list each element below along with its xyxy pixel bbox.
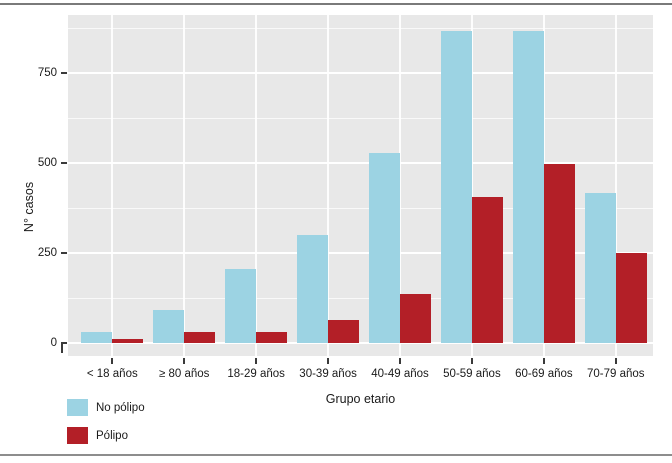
legend-item: No pólipo — [67, 399, 187, 417]
x-tick-label: 50-59 años — [443, 368, 501, 380]
major-gridline — [68, 342, 653, 344]
y-tick-label: 250 — [37, 247, 57, 259]
vertical-gridline — [183, 15, 186, 356]
bar-polipo — [256, 331, 288, 343]
y-tick-label: 0 — [50, 337, 57, 349]
minor-gridline — [68, 207, 653, 209]
x-tick-label: 40-49 años — [371, 368, 429, 380]
legend-swatch-polipo — [67, 427, 88, 444]
y-tick-mark — [61, 72, 67, 74]
major-gridline — [68, 252, 653, 254]
bar-polipo — [471, 196, 503, 343]
major-gridline — [68, 72, 653, 74]
minor-gridline — [68, 297, 653, 299]
x-axis-title: Grupo etario — [325, 392, 396, 406]
x-tick-mark — [614, 358, 617, 364]
x-tick-label: ≥ 80 años — [159, 368, 210, 380]
legend-item: Pólipo — [67, 427, 187, 445]
bar-no-polipo — [584, 192, 616, 343]
y-axis-title: N° casos — [22, 181, 36, 233]
x-tick-mark — [327, 358, 330, 364]
bar-no-polipo — [297, 235, 329, 343]
y-tick-mark — [61, 162, 67, 164]
vertical-gridline — [470, 15, 473, 356]
y-tick-label: 750 — [37, 67, 57, 79]
bottom-border-rule — [0, 454, 672, 456]
minor-gridline — [68, 27, 653, 29]
legend-swatch-no-polipo — [67, 399, 88, 416]
bar-no-polipo — [225, 269, 257, 343]
bar-polipo — [400, 293, 432, 343]
major-gridline — [68, 162, 653, 164]
x-tick-mark — [255, 358, 258, 364]
x-tick-mark — [399, 358, 402, 364]
bar-polipo — [543, 163, 575, 343]
x-tick-label: < 18 años — [86, 368, 138, 380]
bar-polipo — [615, 253, 647, 343]
bar-polipo — [184, 331, 216, 343]
bar-no-polipo — [440, 31, 472, 343]
bar-no-polipo — [512, 31, 544, 343]
y-axis-zero-corner — [61, 343, 63, 353]
vertical-gridline — [399, 15, 402, 356]
x-tick-mark — [111, 358, 114, 364]
minor-gridline — [68, 117, 653, 119]
x-tick-mark — [470, 358, 473, 364]
x-tick-label: 30-39 años — [299, 368, 357, 380]
legend-label: Pólipo — [96, 430, 128, 442]
x-tick-label: 18-29 años — [227, 368, 285, 380]
vertical-gridline — [614, 15, 617, 356]
y-tick-mark — [61, 342, 67, 344]
vertical-gridline — [255, 15, 258, 356]
bar-no-polipo — [81, 332, 113, 343]
vertical-gridline — [111, 15, 114, 356]
vertical-gridline — [327, 15, 330, 356]
x-tick-label: 70-79 años — [587, 368, 645, 380]
bar-no-polipo — [153, 309, 185, 343]
x-tick-mark — [183, 358, 186, 364]
y-tick-label: 500 — [37, 157, 57, 169]
top-border-rule — [0, 3, 672, 5]
x-tick-mark — [542, 358, 545, 364]
legend-label: No pólipo — [96, 402, 145, 414]
bar-polipo — [112, 339, 144, 343]
x-tick-label: 60-69 años — [515, 368, 573, 380]
bar-no-polipo — [369, 153, 401, 343]
bar-polipo — [328, 320, 360, 343]
y-tick-mark — [61, 252, 67, 254]
